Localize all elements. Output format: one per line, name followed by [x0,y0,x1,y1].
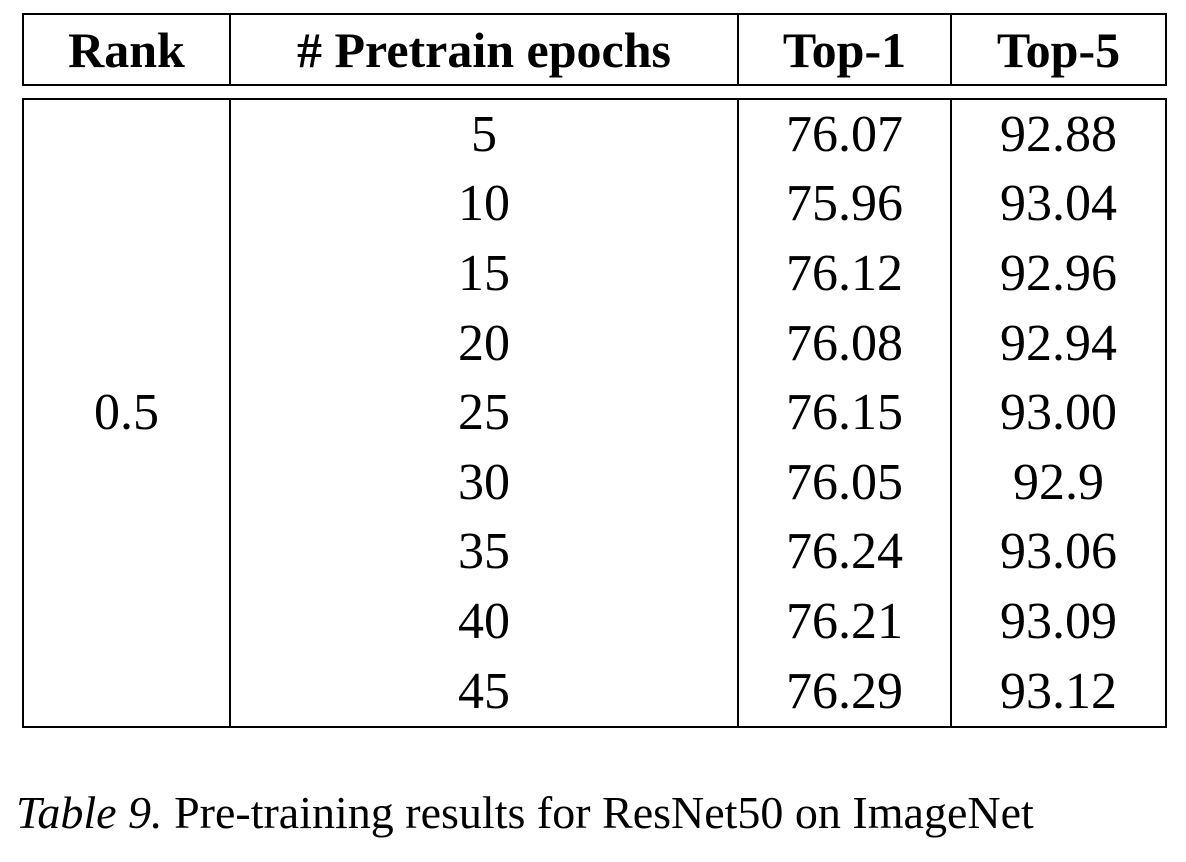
epochs-cell: 25 [229,378,739,448]
top1-cell: 76.07 [737,98,952,170]
top1-cell: 76.24 [737,517,952,588]
caption-label: Table 9. [16,787,163,838]
top1-cell: 75.96 [737,169,952,240]
top5-cell: 92.96 [950,239,1167,309]
top5-cell: 93.00 [950,378,1167,448]
table-header: Rank # Pretrain epochs Top-1 Top-5 [22,13,1167,86]
top5-cell: 93.09 [950,587,1167,657]
header-rank: Rank [22,13,231,86]
table-row: 25 76.15 93.00 [23,378,1167,448]
header-pretrain-epochs: # Pretrain epochs [229,13,739,86]
top1-cell: 76.08 [737,308,952,379]
table-row: 15 76.12 92.96 [23,239,1167,309]
epochs-cell: 5 [229,98,739,170]
table-caption: Table 9. Pre-training results for ResNet… [16,790,1034,836]
caption-text: Pre-training results for ResNet50 on Ima… [174,787,1034,838]
table-row: 45 76.29 93.12 [23,656,1167,729]
top5-cell: 92.88 [950,98,1167,170]
header-top5: Top-5 [950,13,1167,86]
header-row: Rank # Pretrain epochs Top-1 Top-5 [22,13,1167,86]
top1-cell: 76.29 [737,656,952,729]
header-top1: Top-1 [737,13,952,86]
top5-cell: 93.04 [950,169,1167,240]
epochs-cell: 30 [229,447,739,518]
top5-cell: 93.12 [950,656,1167,729]
table-body: 0.5 5 76.07 92.88 10 75.96 93.04 15 76.1… [22,97,1167,729]
top1-cell: 76.21 [737,587,952,657]
top5-cell: 92.94 [950,308,1167,379]
epochs-cell: 15 [229,239,739,309]
epochs-cell: 45 [229,656,739,729]
epochs-cell: 10 [229,169,739,240]
epochs-cell: 40 [229,587,739,657]
table-row: 20 76.08 92.94 [23,308,1167,379]
table-row: 40 76.21 93.09 [23,587,1167,657]
table-row: 35 76.24 93.06 [23,517,1167,588]
table-row: 0.5 5 76.07 92.88 [22,97,1167,728]
pretraining-results-table: Rank # Pretrain epochs Top-1 Top-5 0.5 5… [22,13,1167,729]
top1-cell: 76.05 [737,447,952,518]
epochs-cell: 35 [229,517,739,588]
rank-cell: 0.5 [22,97,231,728]
top5-cell: 92.9 [950,447,1167,518]
top5-cell: 93.06 [950,517,1167,588]
top1-cell: 76.12 [737,239,952,309]
results-table-wrapper: Rank # Pretrain epochs Top-1 Top-5 0.5 5… [22,13,1167,729]
epochs-cell: 20 [229,308,739,379]
table-row: 30 76.05 92.9 [23,447,1167,518]
top1-cell: 76.15 [737,378,952,448]
table-spacer [23,85,1166,99]
table-row: 10 75.96 93.04 [23,169,1167,240]
